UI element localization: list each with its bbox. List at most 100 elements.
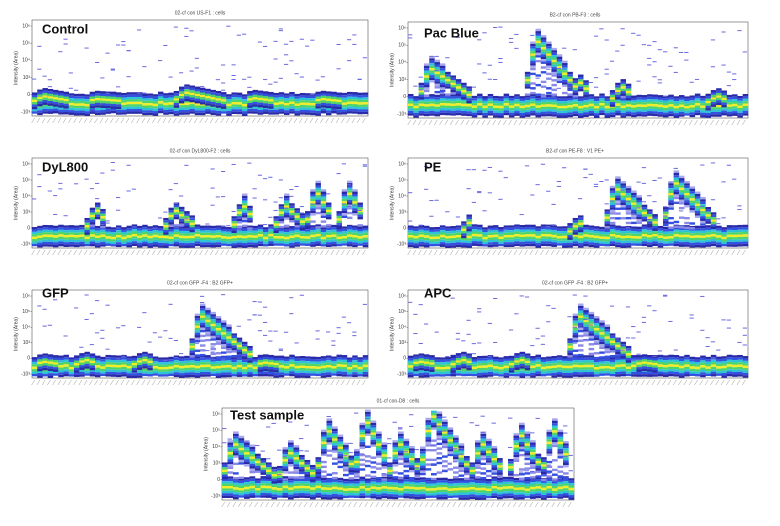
heat-cell [299, 225, 306, 228]
heat-cell [68, 100, 75, 103]
heat-cell [498, 234, 504, 237]
heat-cell [578, 215, 584, 218]
heat-cell [647, 216, 653, 219]
heat-cell [315, 195, 321, 198]
heat-cell [210, 89, 216, 93]
heat-cell [482, 227, 488, 230]
heat-cell [242, 33, 247, 35]
heat-cell [604, 209, 611, 212]
heat-cell [100, 103, 106, 106]
heat-cell [284, 105, 290, 108]
heat-cell [647, 101, 653, 104]
heat-cell [498, 105, 504, 109]
x-tick-deco [351, 379, 356, 386]
heat-cell [74, 244, 80, 248]
heat-cell [352, 198, 358, 202]
heat-cell [74, 93, 80, 97]
heat-cell [413, 115, 419, 118]
heat-cell [620, 245, 627, 248]
heat-cell [466, 91, 472, 94]
heat-cell [74, 307, 79, 309]
heat-cell [567, 105, 573, 108]
heat-cell [152, 239, 159, 243]
heat-cell [100, 224, 105, 226]
x-tick-deco [267, 249, 272, 256]
heat-cell [194, 368, 201, 371]
heat-cell [652, 76, 657, 78]
heat-cell [684, 237, 690, 240]
heat-cell [434, 226, 441, 230]
heat-cell [284, 224, 290, 228]
heat-cell [357, 207, 363, 210]
heat-cell [503, 108, 510, 111]
heat-cell [215, 323, 222, 326]
heat-cell [530, 60, 536, 64]
heat-cell [152, 227, 157, 229]
heat-cell [652, 61, 657, 63]
heat-cell [242, 224, 248, 228]
heat-cell [278, 30, 283, 32]
heat-cell [100, 373, 106, 377]
heat-cell [194, 57, 199, 59]
heat-cell [625, 192, 632, 196]
heat-cell [105, 93, 111, 97]
x-tick-deco [41, 249, 46, 256]
heat-cell [105, 98, 111, 102]
heat-cell [620, 110, 627, 113]
heat-cell [226, 341, 232, 344]
heat-cell [668, 106, 674, 110]
heat-cell [47, 234, 54, 238]
heat-cell [700, 206, 706, 209]
heat-cell [423, 80, 430, 83]
x-tick-deco [215, 249, 219, 256]
heat-cell [194, 358, 201, 362]
heat-cell [551, 224, 556, 226]
x-tick-deco [104, 379, 109, 386]
x-tick-deco [78, 249, 83, 256]
heat-cell [252, 233, 258, 236]
heat-cell [289, 228, 295, 231]
heat-cell [152, 366, 159, 369]
heat-cell [562, 233, 568, 236]
heat-cell [273, 216, 279, 219]
heat-cell [168, 231, 174, 235]
heat-cell [503, 103, 510, 106]
heat-cell [593, 103, 600, 106]
x-tick-deco [288, 249, 293, 256]
heat-cell [184, 235, 190, 239]
heat-cell [221, 372, 227, 375]
heat-cell [636, 195, 642, 198]
heat-cell [137, 357, 143, 361]
heat-cell [116, 227, 122, 231]
heat-cell [631, 195, 637, 198]
heat-cell [615, 212, 621, 215]
heat-cell [210, 97, 216, 100]
x-tick-deco [272, 117, 277, 124]
heat-cell [357, 109, 363, 112]
heat-cell [100, 109, 106, 113]
heat-cell [263, 199, 268, 201]
heat-cell [105, 226, 111, 230]
heat-cell [142, 95, 148, 99]
heat-cell [137, 94, 143, 97]
heat-cell [663, 100, 669, 103]
heat-cell [257, 90, 264, 93]
heat-cell [236, 206, 243, 210]
heat-cell [593, 98, 600, 102]
x-tick-deco [152, 249, 156, 256]
x-tick-deco [566, 249, 571, 256]
heat-cell [37, 94, 43, 97]
heat-cell [347, 187, 353, 191]
heat-cell [336, 213, 342, 216]
heat-cell [737, 110, 743, 113]
heat-cell [315, 96, 321, 99]
heat-cell [74, 103, 80, 106]
heat-cell [620, 105, 627, 109]
heat-cell [320, 108, 327, 111]
heat-cell [663, 95, 669, 99]
heat-cell [221, 96, 227, 100]
heat-cell [299, 215, 306, 219]
heat-cell [231, 111, 237, 115]
heat-cell [289, 103, 295, 107]
x-tick-deco [115, 379, 119, 386]
